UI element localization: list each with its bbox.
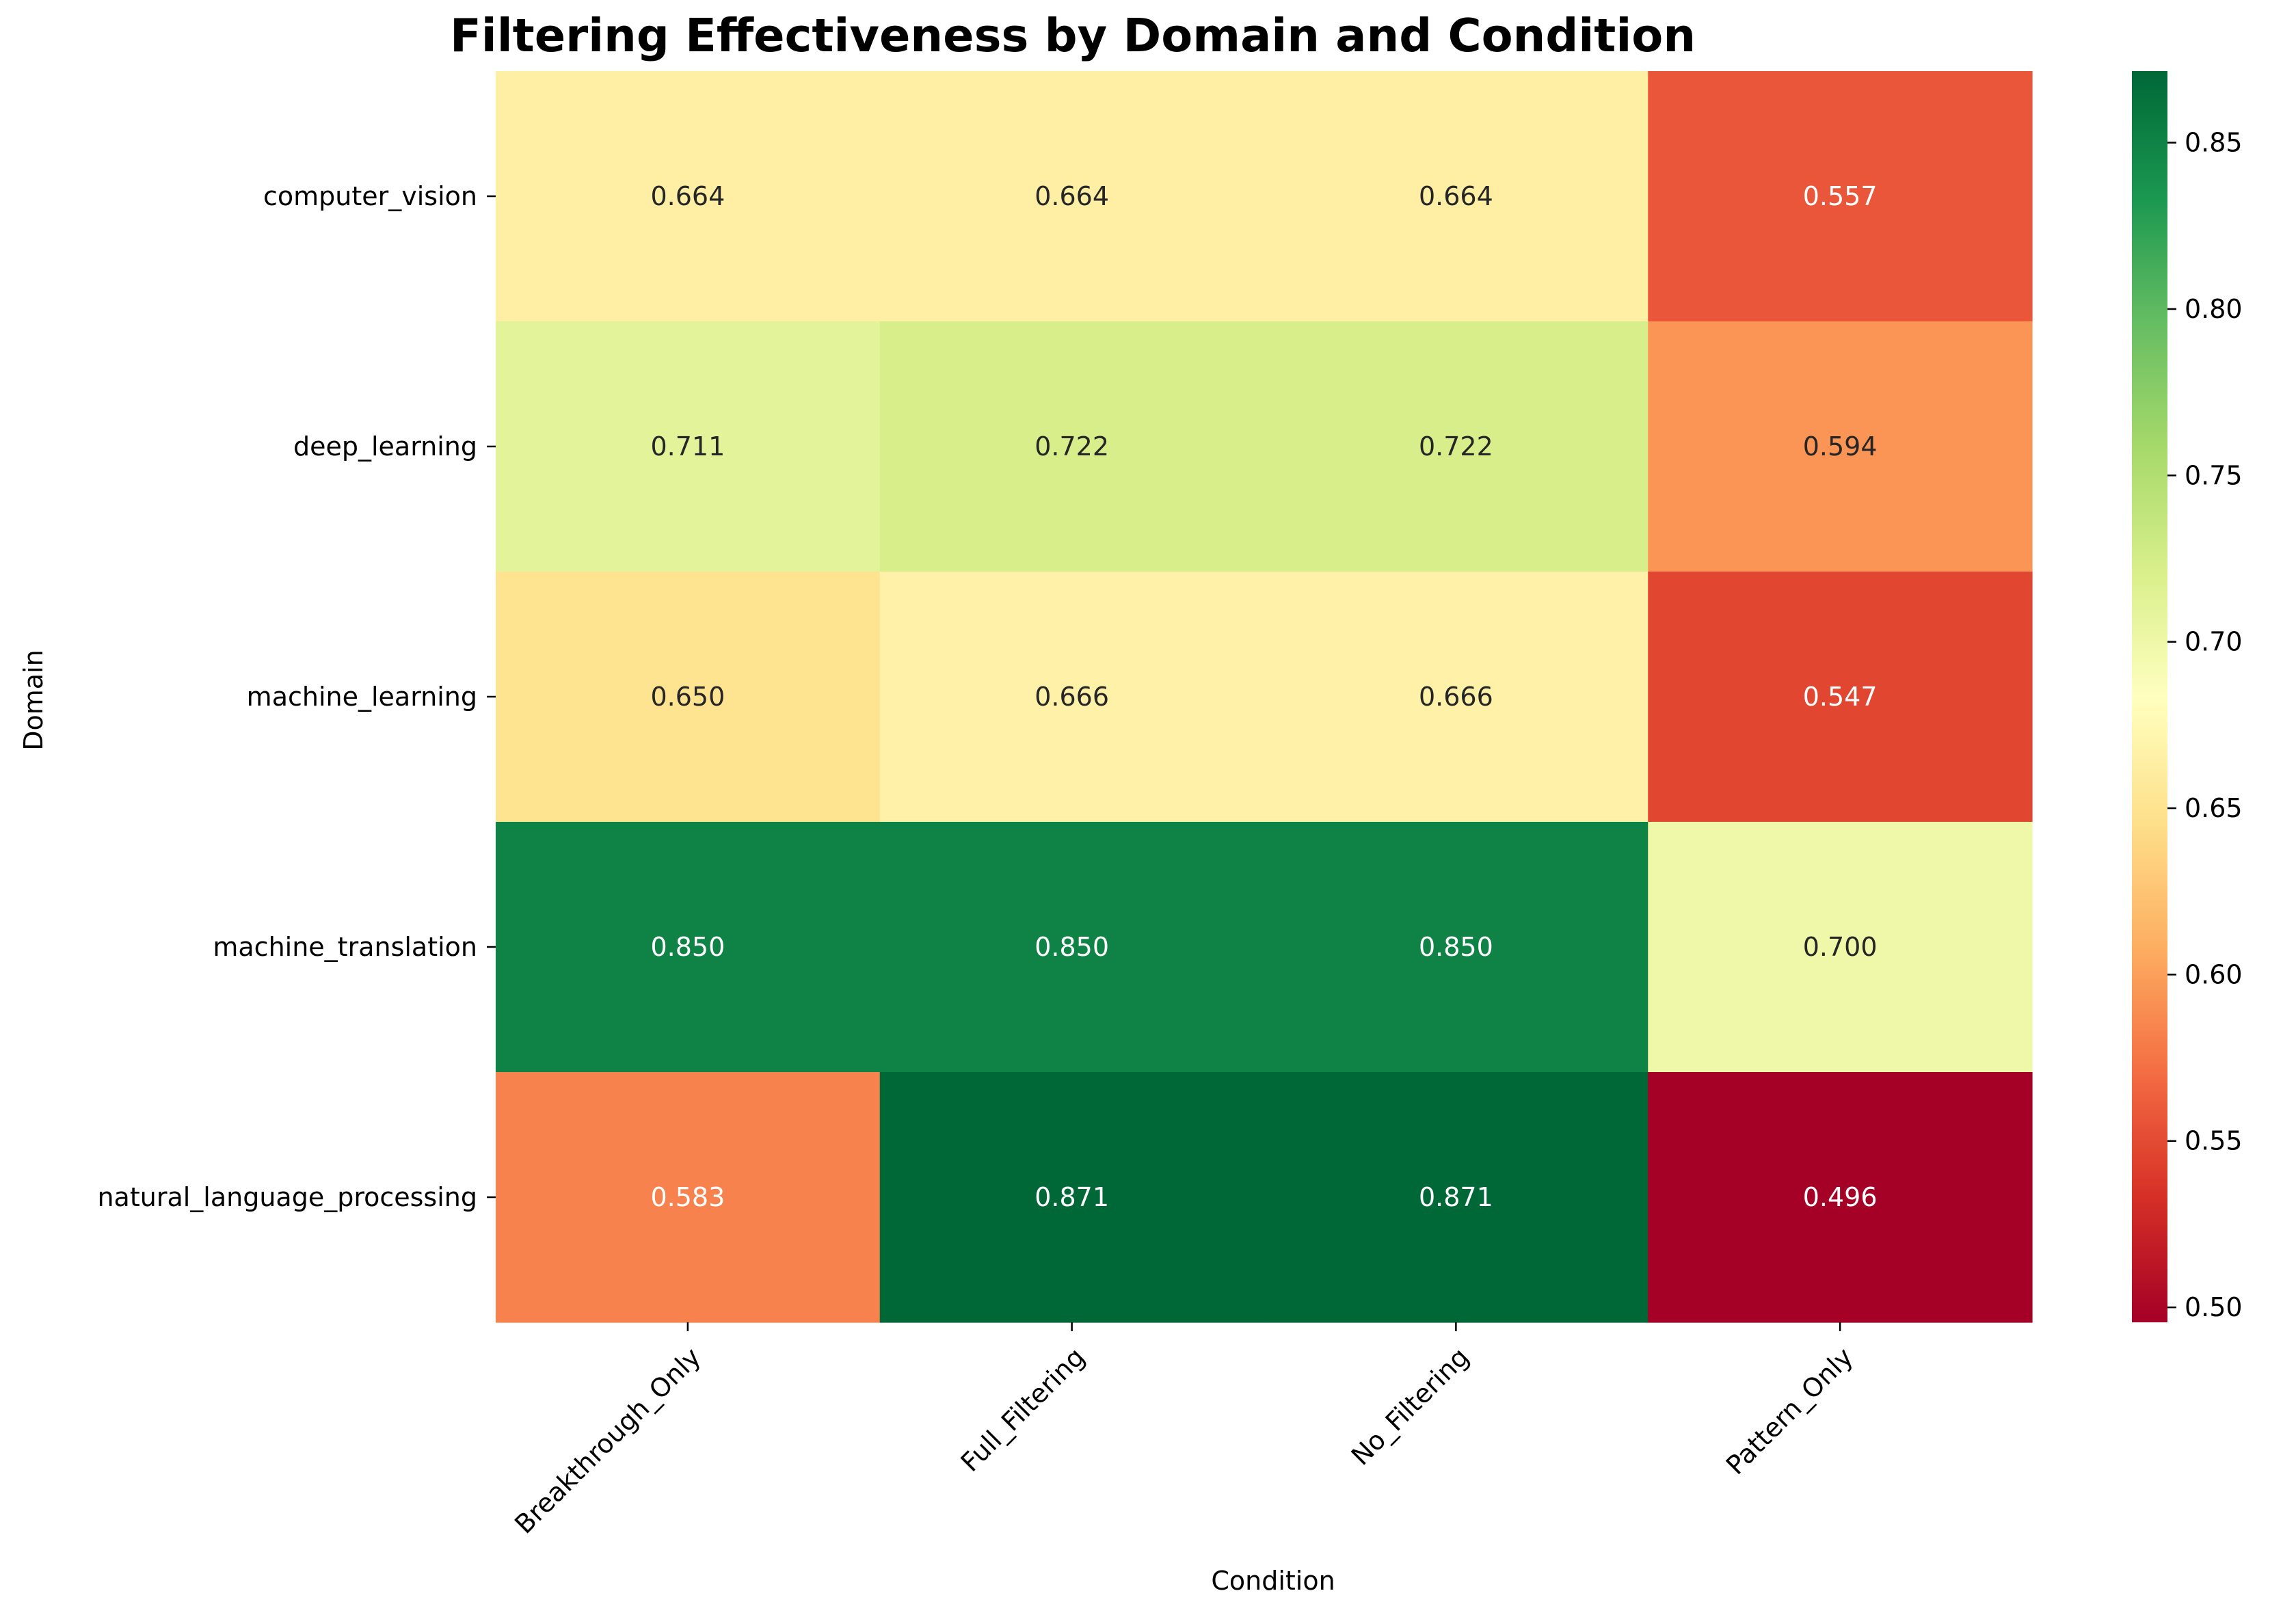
y-tick-label: computer_vision [263, 181, 477, 211]
y-tick-label: machine_translation [213, 932, 477, 962]
heatmap-cell [1648, 1072, 2033, 1323]
heatmap-cell [1264, 321, 1648, 572]
colorbar-tick-label: 0.80 [2185, 294, 2243, 324]
cell-value-label: 0.871 [1034, 1182, 1109, 1212]
heatmap-cell [879, 822, 1265, 1073]
y-tick-label: deep_learning [293, 431, 477, 462]
colorbar-tick-label: 0.65 [2185, 793, 2243, 823]
cell-value-label: 0.650 [650, 682, 725, 712]
y-tick-label: natural_language_processing [97, 1182, 477, 1212]
cell-value-label: 0.547 [1803, 682, 1878, 712]
x-tick-label: Pattern_Only [1720, 1341, 1859, 1480]
cell-value-label: 0.722 [1034, 431, 1109, 462]
heatmap-cell [496, 1072, 881, 1323]
heatmap-cell [1648, 822, 2033, 1073]
cell-value-label: 0.664 [650, 181, 725, 211]
cell-value-label: 0.666 [1034, 682, 1109, 712]
heatmap-cell [496, 822, 881, 1073]
cell-value-label: 0.711 [650, 431, 725, 462]
heatmap-cell [879, 71, 1265, 322]
y-tick-label: machine_learning [247, 682, 477, 712]
y-axis-label: Domain [18, 650, 49, 750]
heatmap-cell [879, 1072, 1265, 1323]
heatmap-cell-labels: 0.664 0.664 0.664 0.557 0.711 0.722 0.722 0.594… [650, 181, 1877, 1212]
colorbar-tick-label: 0.85 [2185, 128, 2243, 158]
heatmap-cell [1264, 822, 1648, 1073]
cell-value-label: 0.666 [1419, 682, 1493, 712]
x-axis-label: Condition [1211, 1566, 1335, 1596]
colorbar-ticks: 0.50 0.55 0.60 0.65 0.70 0.75 0.80 0.85 [2167, 128, 2243, 1322]
cell-value-label: 0.722 [1419, 431, 1493, 462]
heatmap-cell [879, 321, 1265, 572]
heatmap-cell [1648, 572, 2033, 823]
heatmap-cell [496, 321, 881, 572]
x-axis-ticks: Breakthrough_Only Full_Filtering No_Filter… [509, 1322, 1859, 1540]
cell-value-label: 0.664 [1419, 181, 1493, 211]
x-tick-label: No_Filtering [1346, 1341, 1475, 1471]
heatmap-cell [1648, 321, 2033, 572]
heatmap-cell [1648, 71, 2033, 322]
heatmap-cell [1264, 71, 1648, 322]
cell-value-label: 0.850 [1419, 932, 1493, 962]
colorbar-tick-label: 0.60 [2185, 959, 2243, 989]
colorbar-tick-label: 0.75 [2185, 460, 2243, 490]
heatmap-cell [879, 572, 1265, 823]
cell-value-label: 0.871 [1419, 1182, 1493, 1212]
heatmap-cell [1264, 572, 1648, 823]
cell-value-label: 0.850 [650, 932, 725, 962]
x-tick-label: Breakthrough_Only [509, 1341, 706, 1539]
cell-value-label: 0.850 [1034, 932, 1109, 962]
heatmap-cell [496, 572, 881, 823]
cell-value-label: 0.594 [1803, 431, 1878, 462]
colorbar [2132, 71, 2167, 1322]
cell-value-label: 0.700 [1803, 932, 1878, 962]
colorbar-tick-label: 0.50 [2185, 1292, 2243, 1322]
chart-title: Filtering Effectiveness by Domain and Co… [450, 9, 1696, 62]
colorbar-tick-label: 0.70 [2185, 627, 2243, 657]
heatmap-cell [1264, 1072, 1648, 1323]
heatmap-cell [496, 71, 881, 322]
heatmap-cells [496, 71, 2033, 1323]
y-axis-ticks: computer_vision deep_learning machine_lear… [97, 181, 496, 1212]
cell-value-label: 0.557 [1803, 181, 1878, 211]
colorbar-gradient [2132, 71, 2167, 1322]
cell-value-label: 0.664 [1034, 181, 1109, 211]
cell-value-label: 0.496 [1803, 1182, 1878, 1212]
cell-value-label: 0.583 [650, 1182, 725, 1212]
colorbar-tick-label: 0.55 [2185, 1126, 2243, 1156]
x-tick-label: Full_Filtering [955, 1341, 1091, 1478]
